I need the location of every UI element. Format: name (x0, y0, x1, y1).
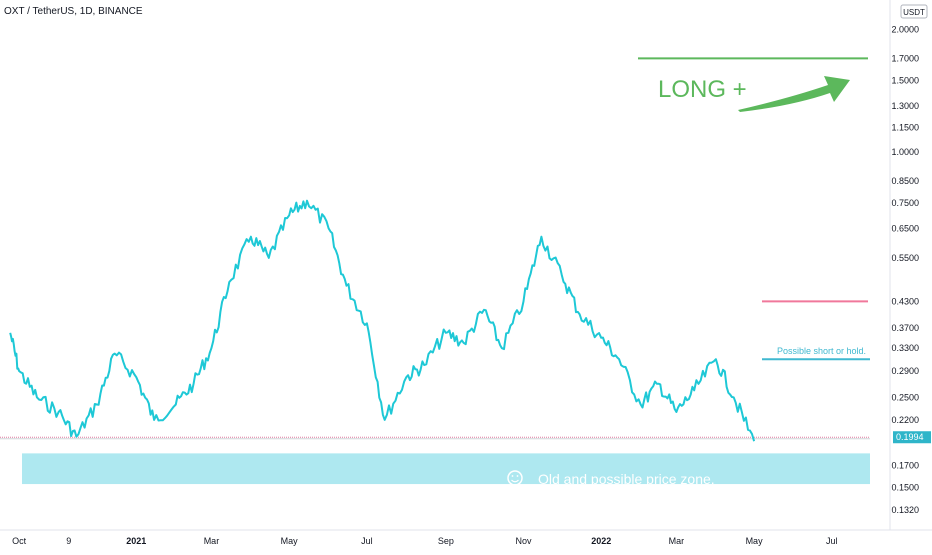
y-tick-label: 0.1320 (891, 505, 919, 515)
x-tick-label: May (746, 536, 764, 546)
price-line[interactable] (9, 199, 756, 442)
x-tick-label: Jul (361, 536, 373, 546)
plot-area[interactable] (0, 0, 890, 530)
y-tick-label: 0.5500 (891, 253, 919, 263)
y-tick-label: 0.8500 (891, 176, 919, 186)
y-tick-label: 0.3300 (891, 343, 919, 353)
y-tick-label: 1.7000 (891, 53, 919, 63)
y-tick-label: 1.5000 (891, 76, 919, 86)
y-tick-label: 1.0000 (891, 147, 919, 157)
long-label: LONG + (658, 76, 747, 103)
chart-title: OXT / TetherUS, 1D, BINANCE (4, 6, 143, 17)
current-price-badge: 0.1994 (893, 431, 931, 444)
y-axis[interactable]: 2.0000 1.7000 1.5000 1.3000 1.1500 1.0000 0.85… (891, 25, 919, 515)
x-tick-label: Jul (826, 536, 838, 546)
zone-label: Old and possible price zone. (538, 471, 715, 487)
y-tick-label: 1.1500 (891, 123, 919, 133)
x-tick-label: Sep (438, 536, 454, 546)
x-tick-label: May (281, 536, 299, 546)
x-tick-label: Oct (12, 536, 27, 546)
x-tick-label: Mar (669, 536, 685, 546)
x-tick-label: 2021 (126, 536, 146, 546)
x-axis[interactable]: Oct 9 2021 Mar May Jul Sep Nov 2022 Mar May Jul (12, 536, 837, 546)
possible-short-label: Possible short or hold. (777, 346, 866, 356)
y-tick-label: 0.3700 (891, 323, 919, 333)
x-tick-label: 9 (66, 536, 71, 546)
y-tick-label: 0.1700 (891, 460, 919, 470)
y-tick-label: 0.1500 (891, 483, 919, 493)
y-tick-label: 0.7500 (891, 198, 919, 208)
currency-badge[interactable]: USDT (900, 4, 928, 19)
y-tick-label: 0.4300 (891, 296, 919, 306)
price-zone-box[interactable] (22, 453, 870, 485)
smiley-icon (507, 470, 523, 486)
y-tick-label: 0.2900 (891, 366, 919, 376)
current-price-label: 0.1994 (896, 432, 924, 442)
long-arrow-icon[interactable] (738, 76, 850, 112)
x-tick-label: Mar (204, 536, 220, 546)
y-tick-label: 0.6500 (891, 223, 919, 233)
y-tick-label: 2.0000 (891, 25, 919, 35)
x-tick-label: 2022 (591, 536, 611, 546)
y-tick-label: 0.2200 (891, 415, 919, 425)
y-tick-label: 1.3000 (891, 101, 919, 111)
x-tick-label: Nov (516, 536, 533, 546)
currency-badge-label: USDT (903, 8, 925, 17)
y-tick-label: 0.2500 (891, 392, 919, 402)
